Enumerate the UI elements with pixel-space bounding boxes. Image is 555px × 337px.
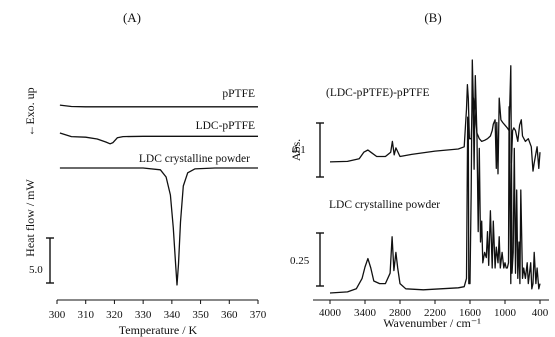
panel-a-exo-up-label: ←Exo. up	[23, 87, 37, 136]
panel-b-x-axis: 4000 3400 2800 2200 1600 1000 400	[313, 299, 549, 319]
panel-b-trace-ldc-powder	[329, 59, 541, 294]
panel-a: (A) 300 310 320 330 340 350 360 370 Temperature…	[23, 10, 267, 337]
panel-b-x-tick-label-1000: 1000	[494, 307, 517, 319]
panel-a-scale-bar-label: 5.0	[29, 264, 43, 276]
panel-a-x-tick-label-370: 370	[250, 309, 267, 321]
panel-a-label: (A)	[123, 10, 141, 25]
panel-a-traces	[59, 104, 258, 286]
panel-a-label-ldc-pptfe: LDC-pPTFE	[196, 120, 255, 132]
panel-b-trace-difference	[329, 65, 541, 175]
panel-a-x-tick-label-330: 330	[135, 309, 152, 321]
panel-a-label-pptfe: pPTFE	[222, 88, 255, 100]
panel-a-x-tick-label-340: 340	[164, 309, 181, 321]
panel-a-x-tick-label-360: 360	[221, 309, 238, 321]
panel-b: (B) 4000 3400 2800 2200 1600 1000 400 Wavenumb…	[289, 10, 549, 330]
panel-b-label: (B)	[424, 10, 441, 25]
panel-b-traces	[329, 59, 541, 294]
panel-a-trace-pptfe	[59, 104, 258, 108]
panel-b-x-ticks: 4000 3400 2800 2200 1600 1000 400	[319, 300, 549, 319]
panel-a-y-axis-title: Heat flow / mW	[23, 179, 37, 257]
panel-b-x-tick-label-1600: 1600	[459, 307, 482, 319]
panel-a-x-axis-title: Temperature / K	[119, 323, 198, 337]
panel-b-scale-bar-top-label: 0.1	[292, 144, 306, 156]
panel-a-x-tick-label-320: 320	[106, 309, 123, 321]
panel-a-scale-bar: 5.0	[29, 237, 54, 284]
panel-b-x-tick-label-3400: 3400	[354, 307, 377, 319]
panel-a-label-ldc-powder: LDC crystalline powder	[139, 153, 250, 165]
panel-a-x-tick-label-300: 300	[49, 309, 66, 321]
panel-b-x-tick-label-2800: 2800	[389, 307, 412, 319]
panel-b-y-axis-title: Abs.	[289, 139, 303, 161]
panel-a-x-tick-label-310: 310	[77, 309, 94, 321]
panel-b-scale-bar-top: 0.1	[292, 122, 324, 178]
panel-a-x-ticks: 300 310 320 330 340 350 360 370	[49, 300, 267, 321]
panel-b-x-tick-label-2200: 2200	[424, 307, 447, 319]
panel-b-label-difference: (LDC-pPTFE)-pPTFE	[326, 87, 430, 99]
panel-b-x-axis-title: Wavenumber / cm⁻¹	[383, 316, 481, 330]
panel-b-scale-bar-bottom: 0.25	[290, 232, 324, 287]
panel-a-x-axis: 300 310 320 330 340 350 360 370	[49, 299, 267, 321]
panel-a-trace-ldc-crystalline-powder	[59, 167, 258, 286]
panel-a-trace-ldc-pptfe	[59, 132, 258, 145]
panel-a-x-tick-label-350: 350	[192, 309, 209, 321]
panel-b-x-tick-label-4000: 4000	[319, 307, 342, 319]
panel-b-label-ldc-powder: LDC crystalline powder	[329, 199, 440, 211]
panel-b-scale-bar-bottom-label: 0.25	[290, 255, 310, 267]
panel-b-x-tick-label-400: 400	[532, 307, 549, 319]
